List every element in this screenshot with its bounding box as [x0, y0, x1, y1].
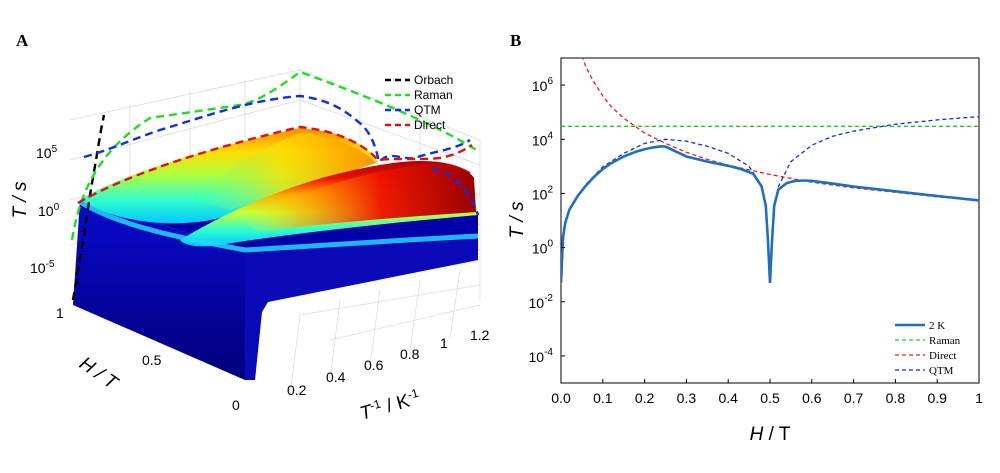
x-tick-label: 0.2: [635, 390, 655, 406]
legend-b-direct: Direct: [929, 350, 956, 362]
y-tick-label: 10-2: [529, 293, 554, 311]
curve-raman: [70, 70, 481, 241]
x-tick-0: 0.2: [287, 382, 307, 398]
curve-qtm: [83, 94, 471, 165]
legend-a: Orbach Raman QTM Direct: [385, 73, 453, 132]
legend-a-raman: Raman: [414, 88, 453, 102]
x-tick-label: 0.4: [718, 390, 738, 406]
legend-b-2k: 2 K: [929, 320, 945, 332]
panel-b-label: B: [510, 31, 521, 50]
panel-b-frame: [560, 57, 980, 384]
legend-a-direct: Direct: [414, 118, 446, 132]
x-tick-label: 0.5: [760, 390, 780, 406]
panel-a-x-title: T-1 / K-1: [357, 386, 423, 425]
y-tick-0-5: 0.5: [142, 352, 162, 368]
y-tick-label: 106: [532, 76, 554, 94]
x-tick-label: 0.1: [593, 390, 613, 406]
legend-a-orbach: Orbach: [414, 73, 453, 87]
x-tick-label: 0.0: [551, 390, 571, 406]
y-tick-label: 102: [532, 184, 554, 202]
y-tick-label: 100: [532, 239, 554, 257]
x-tick-label: 0.6: [802, 390, 822, 406]
x-tick-label: 0.9: [927, 390, 947, 406]
y-tick-label: 104: [532, 130, 554, 148]
curve-direct: [77, 125, 473, 205]
panel-b-y-ticks: 106 104 102 100 10-2 10-4: [529, 76, 565, 365]
x-tick-label: 0.7: [844, 390, 864, 406]
panel-a-label: A: [16, 31, 29, 50]
x-tick-5: 1.2: [470, 327, 490, 343]
x-tick-label: 1: [975, 390, 983, 406]
surface-side-front: [245, 235, 478, 380]
panel-a: A: [10, 31, 490, 425]
surface-lobe-left-hot: [190, 132, 376, 210]
z-tick-1: 1: [56, 305, 64, 321]
legend-b-qtm: QTM: [929, 365, 954, 377]
panel-a-z-ticks: 105 100 10-5 1: [30, 144, 64, 321]
x-tick-label: 0.3: [677, 390, 697, 406]
panel-a-z-title: T / s: [10, 181, 31, 218]
panel-b-series: [561, 58, 979, 283]
panel-b-x-title: H / T: [750, 424, 791, 445]
z-tick-1e-5: 10-5: [30, 259, 55, 276]
series-line-2-k: [561, 144, 979, 283]
x-tick-4: 1: [440, 335, 448, 351]
y-tick-label: 10-4: [529, 347, 554, 365]
x-tick-2: 0.6: [364, 357, 384, 373]
surface-rim: [78, 199, 479, 253]
x-tick-1: 0.4: [326, 369, 346, 385]
surface-lobe-right-hot: [240, 164, 476, 232]
legend-b: 2 K Raman Direct QTM: [895, 320, 961, 377]
x-tick-label: 0.8: [886, 390, 906, 406]
series-line-direct: [581, 58, 979, 202]
y-tick-0: 0: [232, 397, 240, 413]
panel-b: B 0.0 0.1 0.2 0.3 0.4 0.5 0.6 0.7 0.8 0.9 1 106 104…: [507, 31, 983, 445]
legend-a-qtm: QTM: [414, 103, 441, 117]
curve-qtm-right: [431, 166, 480, 216]
z-tick-1e0: 100: [38, 202, 60, 219]
x-tick-3: 0.8: [400, 346, 420, 362]
panel-b-x-ticks: 0.0 0.1 0.2 0.3 0.4 0.5 0.6 0.7 0.8 0.9 1: [551, 379, 983, 406]
z-tick-1e5: 105: [36, 144, 58, 161]
panel-a-x-ticks: 0.2 0.4 0.6 0.8 1 1.2: [287, 327, 490, 398]
panel-a-y-title: H / T: [75, 353, 122, 395]
panel-b-y-title: T / s: [507, 201, 528, 238]
legend-b-raman: Raman: [929, 335, 961, 347]
